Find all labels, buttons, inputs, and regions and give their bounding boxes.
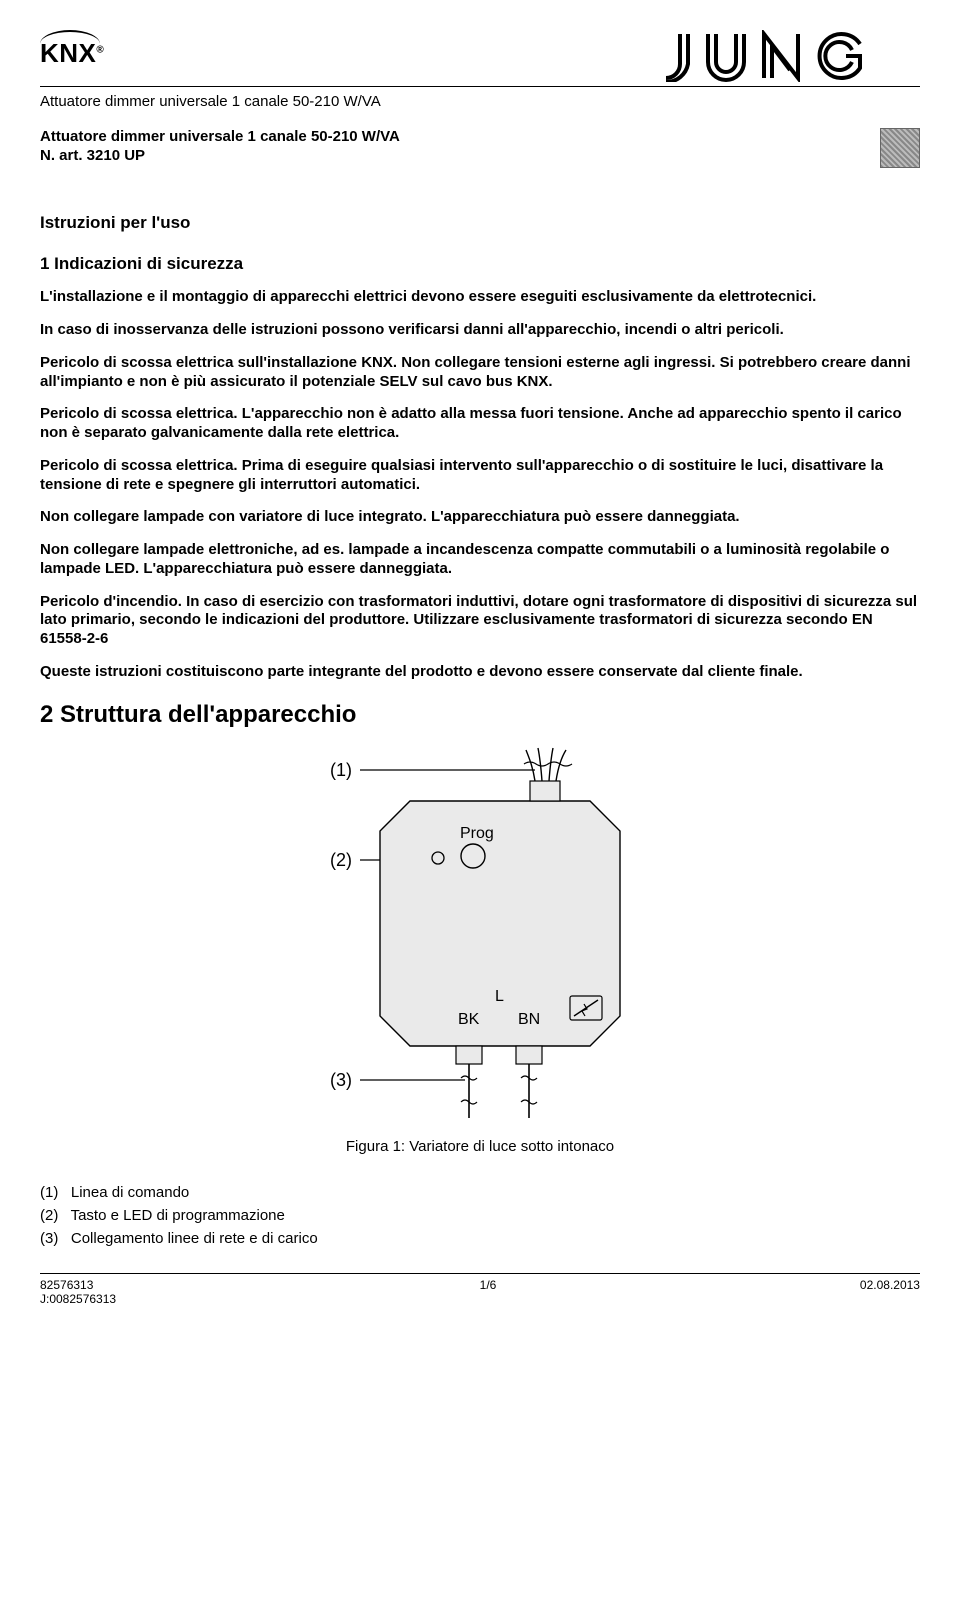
figure-caption: Figura 1: Variatore di luce sotto intona…: [40, 1138, 920, 1157]
legend-1-num: (1): [40, 1184, 58, 1201]
knx-logo-block: KNX®: [40, 30, 104, 66]
knx-logo: KNX®: [40, 30, 104, 66]
footer-code2: J:0082576313: [40, 1292, 116, 1306]
safety-p2: In caso di inosservanza delle istruzioni…: [40, 321, 920, 340]
safety-p6: Non collegare lampade con variatore di l…: [40, 508, 920, 527]
doc-main-heading: Istruzioni per l'uso: [40, 212, 920, 233]
legend-2-num: (2): [40, 1207, 58, 1224]
footer-page: 1/6: [480, 1278, 497, 1307]
page-header: KNX®: [40, 30, 920, 87]
callout-3: (3): [330, 1070, 352, 1090]
legend-2-txt: Tasto e LED di programmazione: [71, 1207, 285, 1224]
safety-p9: Queste istruzioni costituiscono parte in…: [40, 663, 920, 682]
footer-date: 02.08.2013: [860, 1278, 920, 1307]
safety-p3: Pericolo di scossa elettrica sull'instal…: [40, 354, 920, 392]
safety-p8: Pericolo d'incendio. In caso di esercizi…: [40, 593, 920, 649]
qr-thumbnail: [880, 128, 920, 168]
section1-heading: 1 Indicazioni di sicurezza: [40, 253, 920, 274]
title-line2: N. art. 3210 UP: [40, 147, 400, 166]
page-footer: 82576313 J:0082576313 1/6 02.08.2013: [40, 1273, 920, 1307]
legend-3-txt: Collegamento linee di rete e di carico: [71, 1230, 318, 1247]
safety-p7: Non collegare lampade elettroniche, ad e…: [40, 541, 920, 579]
label-L: L: [495, 988, 504, 1005]
section2-heading: 2 Struttura dell'apparecchio: [40, 700, 920, 730]
device-diagram: (1) (2) (3) Prog: [40, 746, 920, 1126]
dimmer-symbol-icon: [570, 996, 602, 1020]
safety-p1: L'installazione e il montaggio di appare…: [40, 288, 920, 307]
title-line1: Attuatore dimmer universale 1 canale 50-…: [40, 128, 400, 147]
label-BN: BN: [518, 1011, 540, 1028]
legend-1-txt: Linea di comando: [71, 1184, 189, 1201]
header-product-line: Attuatore dimmer universale 1 canale 50-…: [40, 93, 920, 112]
jung-logo: [660, 30, 920, 82]
legend-list: (1) Linea di comando (2) Tasto e LED di …: [40, 1184, 920, 1248]
title-block: Attuatore dimmer universale 1 canale 50-…: [40, 128, 400, 166]
safety-p4: Pericolo di scossa elettrica. L'apparecc…: [40, 405, 920, 443]
footer-code1: 82576313: [40, 1278, 116, 1292]
label-BK: BK: [458, 1011, 480, 1028]
legend-3-num: (3): [40, 1230, 58, 1247]
safety-p5: Pericolo di scossa elettrica. Prima di e…: [40, 457, 920, 495]
callout-1: (1): [330, 760, 352, 780]
callout-2: (2): [330, 850, 352, 870]
prog-label: Prog: [460, 825, 494, 842]
